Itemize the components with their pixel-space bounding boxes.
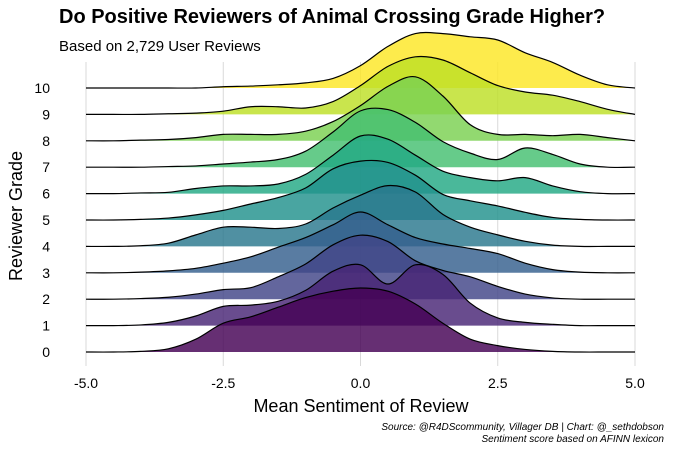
chart-title: Do Positive Reviewers of Animal Crossing… (59, 6, 606, 28)
y-tick-label-2: 2 (42, 291, 50, 307)
ridge-fill-5 (86, 160, 635, 221)
ridge-grade-9 (86, 55, 636, 116)
y-tick-label-7: 7 (42, 159, 50, 175)
y-tick-label-10: 10 (34, 80, 50, 96)
y-axis-title: Reviewer Grade (6, 151, 26, 281)
y-tick-label-6: 6 (42, 186, 50, 202)
x-tick-label-0: -5.0 (74, 375, 98, 391)
ridge-fill-0 (86, 288, 635, 353)
x-axis-title: Mean Sentiment of Review (253, 396, 469, 416)
ridge-line-7 (85, 107, 636, 169)
x-tick-label-1: -2.5 (211, 375, 235, 391)
ridge-line-0 (85, 287, 635, 353)
y-tick-label-0: 0 (42, 344, 50, 360)
ridge-line-1 (85, 263, 635, 327)
caption-source: Source: @R4DScommunity, Villager DB | Ch… (381, 422, 664, 433)
x-axis-ticks: -5.0 -2.5 0.0 2.5 5.0 (74, 375, 645, 391)
ridge-fill-9 (86, 56, 635, 115)
ridge-line-2 (85, 234, 635, 300)
ridgeline-plot: -5.0 -2.5 0.0 2.5 5.0 0 1 2 3 4 5 6 7 8 9 10 Mean Sent… (6, 31, 645, 416)
x-tick-label-4: 5.0 (625, 375, 645, 391)
ridge-line-4 (85, 184, 635, 248)
ridge-grade-10 (85, 31, 636, 89)
ridge-line-3 (85, 211, 636, 274)
ridges (85, 31, 636, 353)
chart-subtitle: Based on 2,729 User Reviews (59, 38, 261, 55)
y-tick-label-5: 5 (42, 212, 50, 228)
ridge-line-6 (85, 134, 636, 195)
ridge-grade-0 (85, 287, 635, 353)
y-tick-label-4: 4 (42, 238, 50, 254)
caption-note: Sentiment score based on AFINN lexicon (481, 434, 665, 445)
x-tick-label-2: 0.0 (351, 375, 371, 391)
y-tick-label-3: 3 (42, 265, 50, 281)
ridge-grade-8 (85, 75, 636, 142)
ridge-line-8 (85, 75, 636, 142)
ridge-line-5 (85, 159, 636, 221)
y-axis-ticks: 0 1 2 3 4 5 6 7 8 9 10 (34, 80, 50, 360)
ridge-fill-10 (86, 32, 635, 89)
y-tick-label-1: 1 (42, 318, 50, 334)
caption: Source: @R4DScommunity, Villager DB | Ch… (381, 422, 664, 446)
y-tick-label-9: 9 (42, 106, 50, 122)
ridge-grade-5 (85, 159, 636, 221)
x-tick-label-3: 2.5 (488, 375, 508, 391)
ridge-line-10 (85, 31, 636, 89)
y-tick-label-8: 8 (42, 133, 50, 149)
ridge-line-9 (86, 55, 636, 116)
ridge-fill-8 (86, 76, 635, 141)
